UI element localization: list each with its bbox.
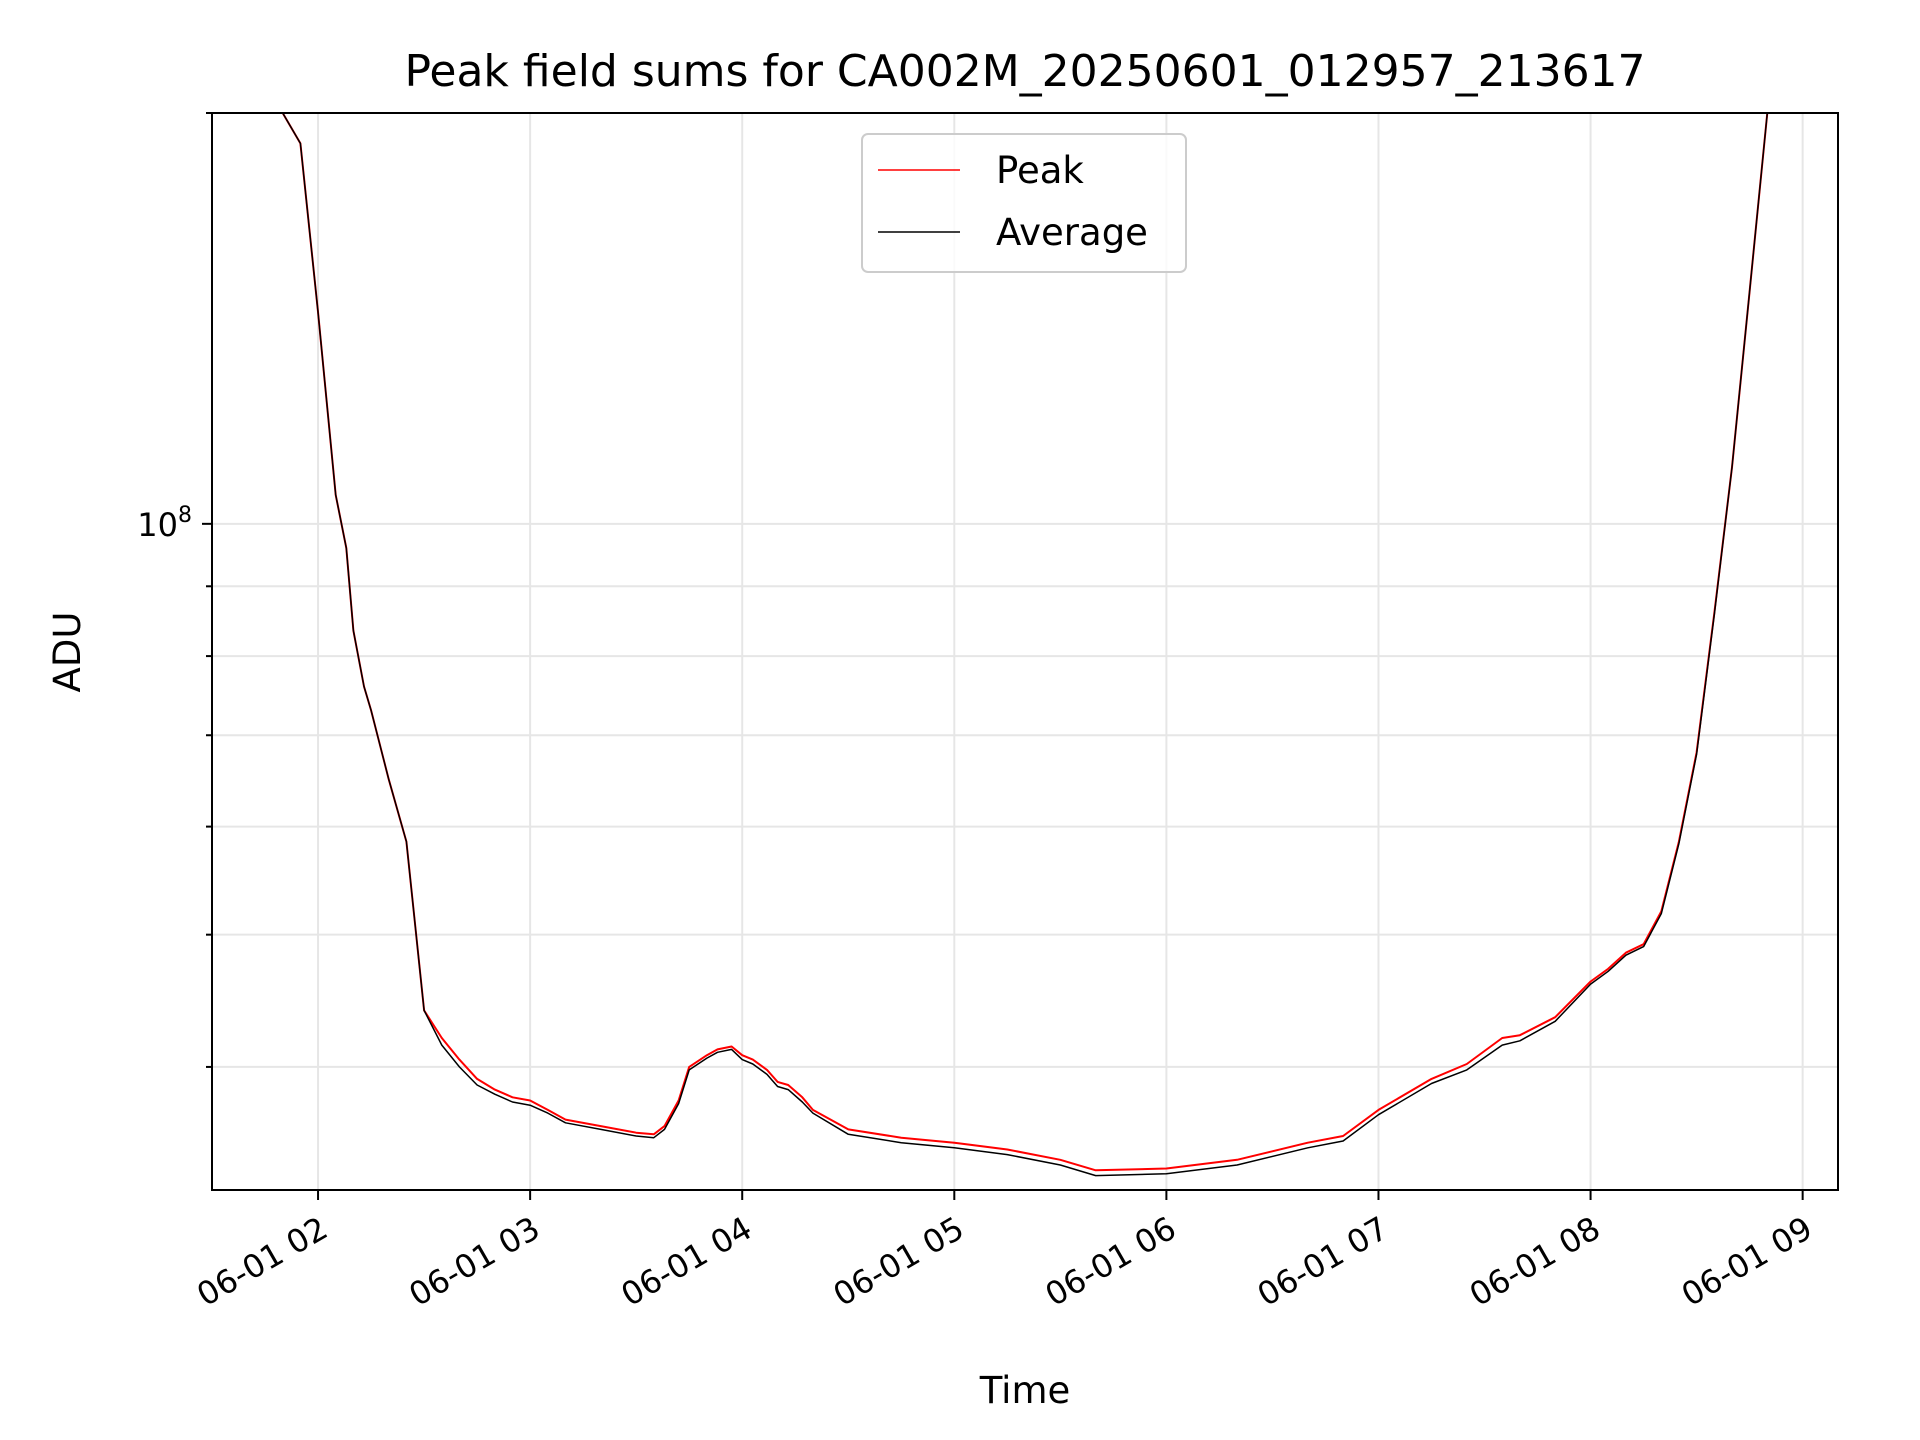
plot-frame [211,112,1839,1191]
x-axis-label: Time [979,1369,1071,1412]
y-tick-label: 108 [137,503,192,544]
series-layer [212,112,1838,1177]
series-line-average [212,112,1838,1177]
y-axis-label: ADU [46,612,89,693]
legend-box [861,133,1187,273]
legend-label-average: Average [996,211,1148,254]
legend-label-peak: Peak [996,149,1084,192]
chart-title: Peak field sums for CA002M_20250601_0129… [404,46,1645,97]
legend: Peak Average [861,133,1187,273]
